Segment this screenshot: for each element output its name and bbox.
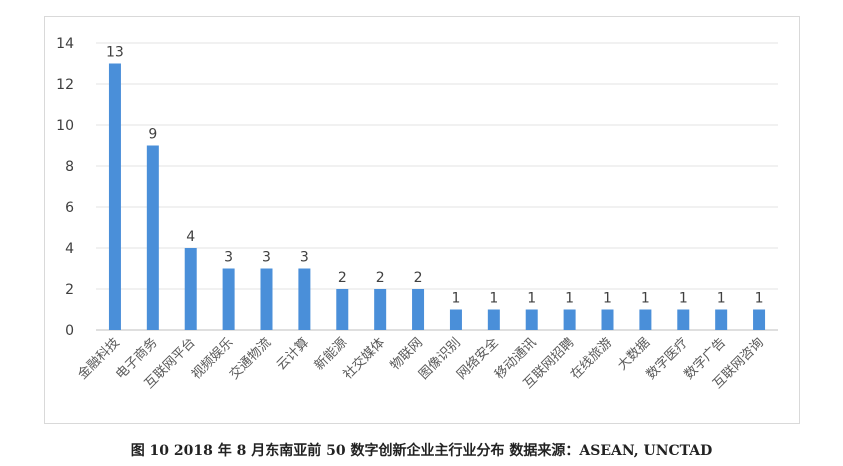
x-tick-label: 交通物流: [226, 335, 274, 383]
data-label: 13: [106, 45, 124, 61]
bar: [715, 309, 728, 330]
bar: [563, 309, 576, 330]
y-tick-label: 4: [65, 241, 74, 257]
data-label: 3: [262, 250, 271, 266]
bar: [108, 63, 121, 330]
figure-caption: 图 10 2018 年 8 月东南亚前 50 数字创新企业主行业分布 数据来源：…: [130, 443, 713, 459]
bar: [412, 289, 425, 330]
data-label: 9: [148, 127, 157, 143]
y-tick-label: 12: [56, 77, 74, 93]
data-label: 2: [414, 270, 423, 286]
bar: [184, 248, 197, 330]
y-tick-label: 10: [56, 118, 74, 134]
bar: [260, 268, 273, 330]
data-label: 1: [755, 291, 764, 307]
bar: [753, 309, 766, 330]
data-label: 1: [679, 291, 688, 307]
bar: [146, 145, 159, 330]
data-label: 1: [641, 291, 650, 307]
x-tick-label: 在线旅游: [568, 335, 615, 382]
bar: [525, 309, 538, 330]
data-label: 3: [300, 250, 309, 266]
data-label: 1: [489, 291, 498, 307]
y-tick-label: 2: [65, 282, 74, 298]
y-tick-label: 8: [65, 159, 74, 175]
data-label: 1: [603, 291, 612, 307]
bar-chart: 0246810121413金融科技9电子商务4互联网平台3视频娱乐3交通物流3云…: [56, 36, 778, 392]
bar: [336, 289, 349, 330]
y-tick-label: 6: [65, 200, 74, 216]
y-tick-label: 0: [65, 323, 74, 339]
x-tick-label: 云计算: [274, 335, 312, 373]
data-label: 1: [717, 291, 726, 307]
bar: [374, 289, 387, 330]
x-tick-label: 社交媒体: [340, 335, 388, 383]
data-label: 3: [224, 250, 233, 266]
bar: [677, 309, 690, 330]
bar: [449, 309, 462, 330]
bar: [639, 309, 652, 330]
bar: [487, 309, 500, 330]
bar: [298, 268, 311, 330]
bar: [222, 268, 235, 330]
bar: [601, 309, 614, 330]
y-tick-label: 14: [56, 36, 74, 52]
data-label: 1: [565, 291, 574, 307]
data-label: 2: [376, 270, 385, 286]
data-label: 4: [186, 229, 195, 245]
data-label: 2: [338, 270, 347, 286]
data-label: 1: [451, 291, 460, 307]
data-label: 1: [527, 291, 536, 307]
